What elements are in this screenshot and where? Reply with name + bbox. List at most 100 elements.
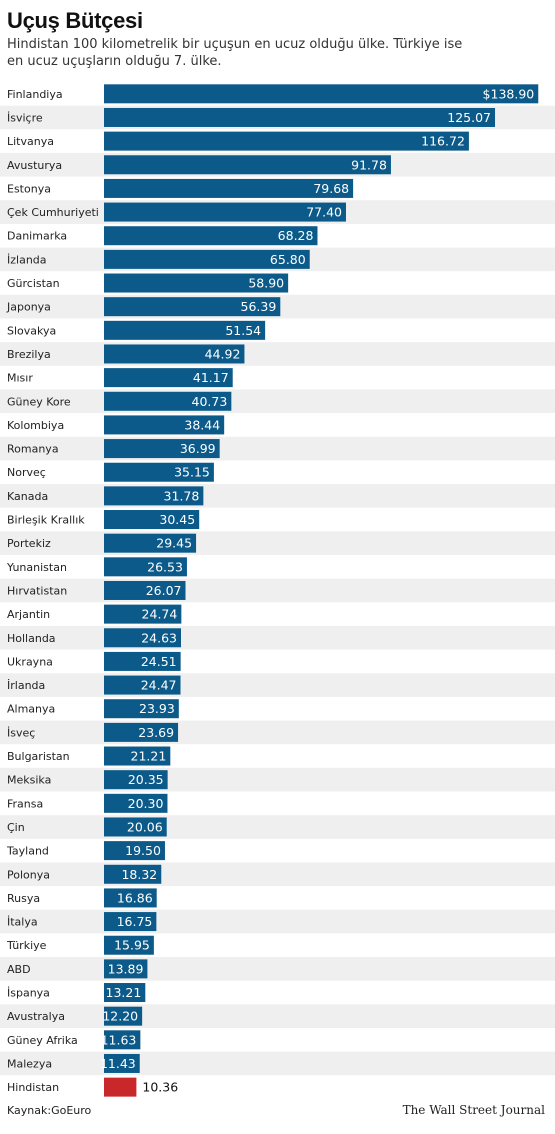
data-label: 20.06 [127,819,163,834]
category-label: Hollanda [7,632,56,645]
data-label: 30.45 [159,512,195,527]
bar [104,1006,143,1026]
data-label: 18.32 [121,867,157,882]
category-label: Slovakya [7,324,56,337]
category-label: Bulgaristan [7,750,70,763]
bar [104,344,245,364]
row-stripe [0,673,555,697]
source-name: GoEuro [51,1104,92,1117]
data-label: 36.99 [180,441,216,456]
data-label: 20.35 [128,772,164,787]
data-label: 24.51 [141,654,177,669]
bar [104,604,182,624]
row-stripe [0,1051,555,1076]
data-label: 16.86 [117,890,153,905]
data-label: 23.69 [138,725,174,740]
row-stripe [0,767,555,792]
row-stripe [0,625,555,650]
data-label: 23.93 [139,701,175,716]
data-label: 51.54 [225,323,261,338]
data-label: 24.74 [142,607,178,622]
bar [104,935,154,955]
bar [104,841,165,861]
data-label: 26.07 [146,583,182,598]
category-label: İtalya [7,916,38,929]
category-label: ABD [7,963,31,976]
bar [104,817,167,837]
data-label: 24.47 [141,678,177,693]
data-label: 19.50 [125,843,161,858]
category-label: Rusya [7,892,40,905]
bar [104,580,186,600]
bar [104,202,346,222]
category-label: Güney Kore [7,395,71,408]
data-label: 58.90 [248,276,284,291]
category-label: Hırvatistan [7,584,67,597]
row-stripe [0,484,555,508]
data-label: $138.90 [483,86,535,101]
row-stripe [0,578,555,603]
row-stripe [0,436,555,461]
bar [104,415,225,435]
publisher-credit: The Wall Street Journal [402,1103,545,1117]
bar [104,675,181,695]
bar-chart: Finlandiya $138.90 İsviçre 125.07 Litvanya 11… [0,84,555,1097]
data-label: 24.63 [141,630,177,645]
data-label: 125.07 [447,110,491,125]
data-label: 68.28 [278,228,314,243]
data-label: 65.80 [270,252,306,267]
bar [104,1053,140,1073]
data-label: 116.72 [421,134,465,149]
data-label: 91.78 [351,157,387,172]
bar [104,131,469,151]
data-label: 29.45 [156,536,192,551]
bar [104,983,146,1003]
category-label: Çin [7,821,25,834]
bar [104,107,496,127]
category-label: Kolombiya [7,419,64,432]
highlight-bar [104,1077,137,1097]
category-label: Finlandiya [7,88,63,101]
source-label: Kaynak: [7,1104,52,1117]
category-label: Çek Cumhuriyeti [7,206,99,219]
bar [104,557,187,577]
bar [104,155,391,175]
chart-subtitle: Hindistan 100 kilometrelik bir uçuşun en… [7,37,463,69]
data-label: 15.95 [114,938,150,953]
category-label: Mısır [7,372,33,385]
bar [104,391,232,411]
category-label: Almanya [7,703,55,716]
category-label: Meksika [7,774,51,787]
bar [104,84,539,104]
bar [104,226,318,246]
bar [104,297,281,317]
bar [104,486,204,506]
bar [104,770,168,790]
bar [104,320,266,340]
category-label: Portekiz [7,537,51,550]
data-label: 16.75 [117,914,153,929]
category-label: Gürcistan [7,277,60,290]
category-label: Avusturya [7,159,62,172]
category-label: Arjantin [7,608,50,621]
source-note: Kaynak:GoEuro [7,1104,91,1117]
category-label: Romanya [7,443,59,456]
data-label: 20.30 [128,796,164,811]
bar [104,439,220,459]
bar [104,510,200,530]
category-label: Japonya [6,301,51,314]
category-label: İrlanda [7,679,45,692]
category-label: İsveç [7,726,35,739]
bar [104,746,171,766]
category-label: Türkiye [6,939,47,952]
category-label: İzlanda [7,253,47,266]
category-label: Kanada [7,490,48,503]
category-label: Polonya [7,868,50,881]
data-label: 21.21 [131,749,167,764]
category-label: İspanya [7,987,50,1000]
category-label: Güney Afrika [7,1034,78,1047]
bar [104,368,233,388]
data-label: 35.15 [174,465,210,480]
data-label: 13.21 [106,985,142,1000]
bar [104,628,182,648]
